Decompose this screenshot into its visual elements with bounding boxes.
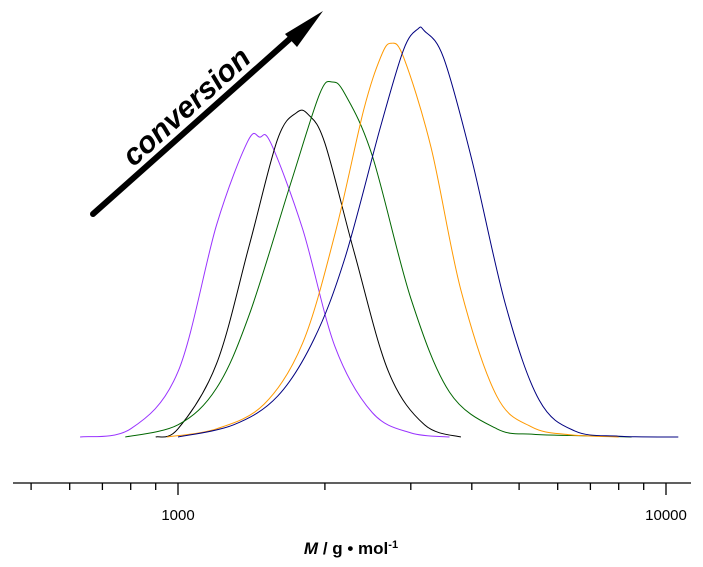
- conversion-label: conversion: [116, 41, 257, 173]
- series-line-2: [155, 109, 462, 438]
- chart-curves: [80, 26, 679, 438]
- series-line-3: [125, 80, 632, 438]
- x-tick-label-10000: 10000: [645, 507, 687, 524]
- conversion-arrow-head: [285, 11, 323, 47]
- x-axis-tick-labels: 1000 10000: [161, 507, 687, 524]
- series-line-1: [80, 132, 450, 438]
- x-axis: 1000 10000: [13, 482, 691, 524]
- conversion-annotation: conversion: [90, 11, 323, 217]
- series-line-5: [177, 26, 679, 438]
- conversion-arrow-shaft: [90, 25, 305, 217]
- x-axis-title-superscript: -1: [388, 539, 398, 551]
- x-axis-title-symbol: M: [304, 539, 319, 558]
- x-tick-label-1000: 1000: [161, 507, 194, 524]
- x-axis-title-text: / g • mol: [318, 539, 388, 558]
- x-axis-ticks: [30, 483, 667, 495]
- x-axis-title: M / g • mol-1: [304, 539, 398, 558]
- series-line-4: [167, 42, 619, 438]
